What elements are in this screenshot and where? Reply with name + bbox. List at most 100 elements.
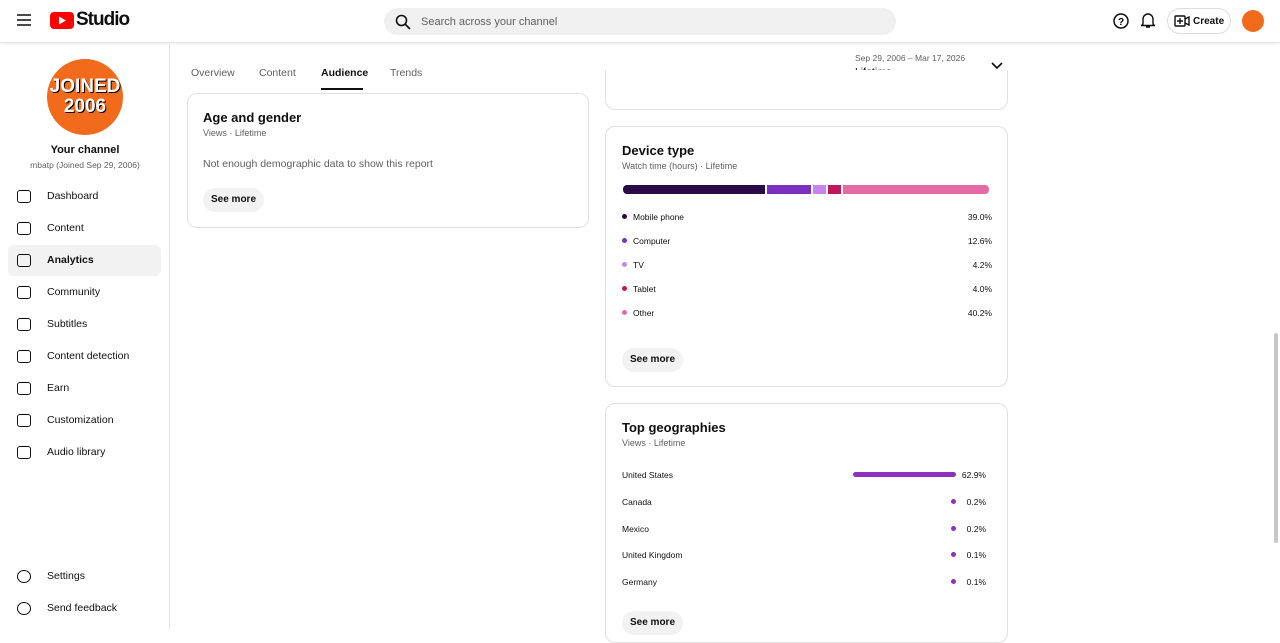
footer-item[interactable]: Settings xyxy=(47,570,85,582)
channel-subtitle: mbatp (Joined Sep 29, 2006) xyxy=(30,160,140,170)
nav-item[interactable]: Audio library xyxy=(47,446,106,458)
tab-underline xyxy=(321,88,363,90)
scrollbar[interactable] xyxy=(1274,333,1278,543)
card-title: Device type xyxy=(622,143,695,158)
legend-label: TV xyxy=(633,260,644,270)
legend-dot xyxy=(622,286,627,291)
legend-value: 12.6% xyxy=(967,236,992,246)
nav-icon xyxy=(17,222,31,235)
legend-value: 40.2% xyxy=(967,308,992,318)
legend-label: Mobile phone xyxy=(633,212,685,222)
geo-value: 62.9% xyxy=(961,470,986,480)
see-more-button[interactable]: See more xyxy=(622,611,683,635)
geo-value: 0.2% xyxy=(966,523,986,534)
nav-icon xyxy=(17,446,31,459)
geo-bar xyxy=(951,498,956,504)
tab[interactable]: Audience xyxy=(321,67,369,79)
device-bar-segment xyxy=(623,185,765,194)
geo-bar xyxy=(951,552,956,558)
card-subtitle: Views · Lifetime xyxy=(622,438,686,448)
geo-bar xyxy=(853,472,956,477)
search-box[interactable]: Search across your channel xyxy=(384,8,896,35)
geo-value: 0.1% xyxy=(966,577,986,587)
account-avatar[interactable] xyxy=(1242,10,1264,32)
nav-icon xyxy=(17,190,31,203)
device-bar-segment xyxy=(843,185,989,194)
nav-icon xyxy=(17,318,31,331)
geo-value: 0.2% xyxy=(966,496,986,507)
nav-icon xyxy=(17,286,31,299)
nav-icon xyxy=(17,414,31,427)
avatar-line: 2006 xyxy=(63,96,107,117)
nav-icon xyxy=(17,382,31,395)
date-range[interactable]: Sep 29, 2006 – Mar 17, 2026 xyxy=(855,53,966,63)
top-geographies-card: Top geographies Views · Lifetime See mor… xyxy=(605,403,1008,643)
avatar-line: JOINED xyxy=(49,76,121,97)
nav-icon xyxy=(17,570,31,583)
card-message: Not enough demographic data to show this… xyxy=(203,158,433,170)
device-bar-segment xyxy=(766,185,811,194)
logo-text[interactable]: Studio xyxy=(76,9,130,30)
channel-avatar[interactable]: JOINED 2006 xyxy=(47,59,123,135)
search-icon xyxy=(395,14,411,30)
nav-item[interactable]: Content detection xyxy=(47,350,130,362)
nav-item[interactable]: Content xyxy=(47,222,84,234)
create-button[interactable]: Create xyxy=(1167,8,1231,34)
nav-item[interactable]: Dashboard xyxy=(47,190,99,202)
card-title: Top geographies xyxy=(622,420,726,435)
legend-label: Other xyxy=(633,308,655,318)
legend-label: Computer xyxy=(633,236,671,246)
nav-item[interactable]: Community xyxy=(47,286,101,298)
legend-value: 4.0% xyxy=(972,284,992,294)
nav-icon xyxy=(17,602,31,615)
tab[interactable]: Overview xyxy=(191,67,235,79)
device-bar-segment xyxy=(828,185,842,194)
svg-text:?: ? xyxy=(1118,17,1124,28)
geo-label: Germany xyxy=(622,577,657,587)
see-more-button[interactable]: See more xyxy=(203,188,264,212)
nav-item[interactable]: Subtitles xyxy=(47,318,88,330)
card-fragment xyxy=(605,70,1008,110)
nav-active-bg xyxy=(8,245,161,276)
sidebar: JOINED 2006 Your channel mbatp (Joined S… xyxy=(0,43,170,629)
legend-value: 4.2% xyxy=(972,260,992,270)
see-more-button[interactable]: See more xyxy=(622,348,683,372)
create-label: Create xyxy=(1193,16,1225,27)
geo-label: United Kingdom xyxy=(622,550,683,561)
legend-value: 39.0% xyxy=(967,212,992,222)
device-type-card: Device type Watch time (hours) · Lifetim… xyxy=(605,126,1008,387)
channel-title: Your channel xyxy=(50,144,120,156)
nav-icon xyxy=(17,350,31,363)
legend-dot xyxy=(622,238,627,243)
top-bar: Studio Search across your channel ? Crea… xyxy=(0,0,1280,43)
help-icon[interactable]: ? xyxy=(1113,13,1129,29)
card-subtitle: Views · Lifetime xyxy=(203,128,267,138)
geo-bar xyxy=(951,579,956,584)
geo-label: United States xyxy=(622,470,674,480)
device-bar-segment xyxy=(812,185,827,194)
tab[interactable]: Content xyxy=(259,67,296,79)
nav-icon xyxy=(17,254,31,267)
nav-item[interactable]: Analytics xyxy=(47,254,94,266)
legend-dot xyxy=(622,214,627,219)
tab[interactable]: Trends xyxy=(390,67,423,79)
search-placeholder: Search across your channel xyxy=(421,16,558,28)
geo-label: Canada xyxy=(622,496,652,507)
geo-bar xyxy=(951,525,956,531)
create-icon xyxy=(1174,15,1190,27)
nav-item[interactable]: Earn xyxy=(47,382,70,394)
legend-dot xyxy=(622,262,627,267)
menu-icon[interactable] xyxy=(16,13,32,27)
geo-label: Mexico xyxy=(622,523,649,534)
nav-item[interactable]: Customization xyxy=(47,414,114,426)
card-title: Age and gender xyxy=(203,110,302,125)
notifications-icon[interactable] xyxy=(1141,12,1155,29)
legend-label: Tablet xyxy=(633,284,656,294)
card-subtitle: Watch time (hours) · Lifetime xyxy=(622,161,738,171)
logo-icon[interactable] xyxy=(50,12,74,29)
age-gender-card: Age and gender Views · Lifetime Not enou… xyxy=(187,93,589,228)
footer-item[interactable]: Send feedback xyxy=(47,602,118,614)
date-dropdown-icon[interactable] xyxy=(991,62,1003,70)
